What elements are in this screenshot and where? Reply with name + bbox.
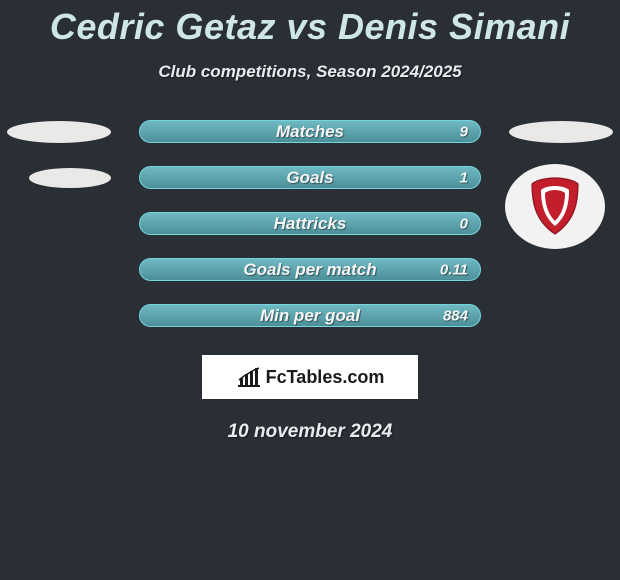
bar-chart-icon bbox=[236, 366, 262, 388]
stat-bar-gpm: Goals per match 0.11 bbox=[139, 258, 481, 281]
brand-logo[interactable]: FcTables.com bbox=[202, 355, 418, 399]
player-right-avatar bbox=[509, 121, 613, 143]
stat-label: Goals per match bbox=[243, 260, 376, 280]
shield-icon bbox=[528, 176, 582, 236]
stat-row: Min per goal 884 bbox=[0, 304, 620, 327]
club-left-avatar bbox=[29, 168, 111, 188]
stat-row: Matches 9 bbox=[0, 120, 620, 143]
player-left-avatar bbox=[7, 121, 111, 143]
stat-label: Hattricks bbox=[274, 214, 347, 234]
stat-value-right: 0 bbox=[460, 215, 468, 232]
stat-bar-goals: Goals 1 bbox=[139, 166, 481, 189]
stat-label: Min per goal bbox=[260, 306, 360, 326]
stat-value-right: 1 bbox=[460, 169, 468, 186]
stat-bar-hattricks: Hattricks 0 bbox=[139, 212, 481, 235]
brand-text: FcTables.com bbox=[266, 367, 385, 388]
stat-value-right: 9 bbox=[460, 123, 468, 140]
stat-row: Goals 1 bbox=[0, 166, 620, 189]
club-right-badge bbox=[505, 164, 605, 249]
stat-bar-mpg: Min per goal 884 bbox=[139, 304, 481, 327]
page-title: Cedric Getaz vs Denis Simani bbox=[0, 0, 620, 48]
stat-label: Goals bbox=[286, 168, 333, 188]
stat-value-right: 0.11 bbox=[440, 261, 468, 278]
stat-row: Goals per match 0.11 bbox=[0, 258, 620, 281]
stat-rows: Matches 9 Goals 1 bbox=[0, 120, 620, 327]
stat-value-right: 884 bbox=[443, 307, 468, 324]
date-text: 10 november 2024 bbox=[0, 421, 620, 443]
stat-bar-matches: Matches 9 bbox=[139, 120, 481, 143]
subtitle: Club competitions, Season 2024/2025 bbox=[0, 62, 620, 82]
stat-label: Matches bbox=[276, 122, 344, 142]
